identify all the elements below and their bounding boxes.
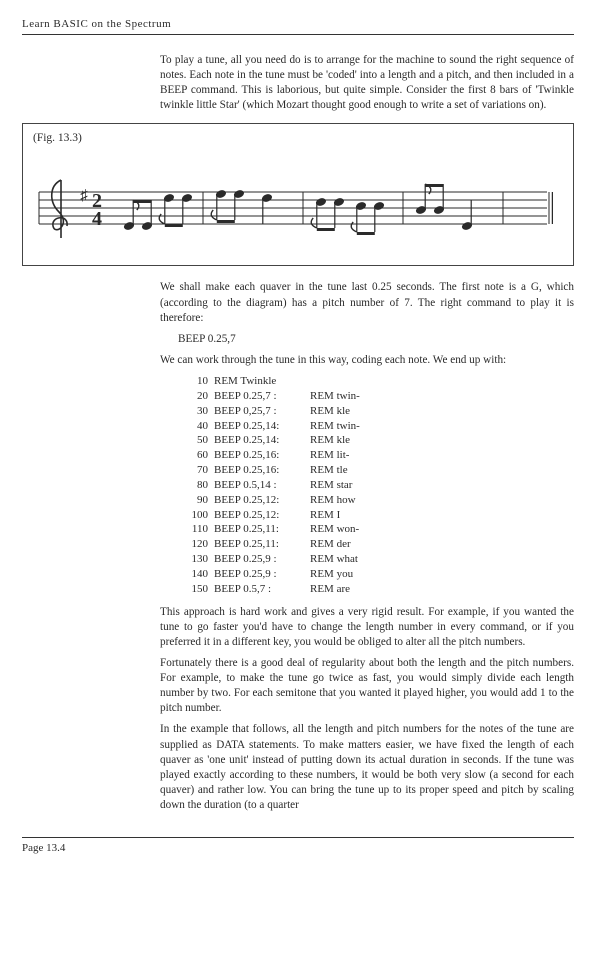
code-remark: REM twin- — [310, 389, 574, 404]
page: Learn BASIC on the Spectrum To play a tu… — [0, 0, 600, 953]
code-line-number: 60 — [180, 448, 214, 463]
code-remark: REM what — [310, 552, 574, 567]
figure-box: (Fig. 13.3) ♯24 — [22, 123, 574, 266]
code-line-number: 100 — [180, 508, 214, 523]
music-staff: ♯24 — [29, 150, 567, 255]
code-statement: REM Twinkle — [214, 374, 310, 389]
para-quaver: We shall make each quaver in the tune la… — [160, 280, 574, 325]
code-remark: REM tle — [310, 463, 574, 478]
intro-paragraph: To play a tune, all you need do is to ar… — [160, 53, 574, 113]
code-remark: REM won- — [310, 522, 574, 537]
code-remark: REM how — [310, 493, 574, 508]
code-statement: BEEP 0.25,14: — [214, 433, 310, 448]
code-remark — [310, 374, 574, 389]
code-line-number: 20 — [180, 389, 214, 404]
svg-text:♯: ♯ — [80, 188, 88, 204]
code-remark: REM kle — [310, 404, 574, 419]
code-row: 30BEEP 0,25,7 :REM kle — [180, 404, 574, 419]
code-listing: 10REM Twinkle20BEEP 0.25,7 :REM twin-30B… — [180, 374, 574, 597]
para-data-statements: In the example that follows, all the len… — [160, 722, 574, 813]
code-line-number: 70 — [180, 463, 214, 478]
code-line-number: 30 — [180, 404, 214, 419]
code-line-number: 120 — [180, 537, 214, 552]
figure-label: (Fig. 13.3) — [33, 132, 567, 144]
code-row: 110BEEP 0.25,11:REM won- — [180, 522, 574, 537]
code-line-number: 130 — [180, 552, 214, 567]
intro-block: To play a tune, all you need do is to ar… — [160, 53, 574, 113]
code-line-number: 40 — [180, 419, 214, 434]
code-row: 90BEEP 0.25,12:REM how — [180, 493, 574, 508]
after-figure-block: We shall make each quaver in the tune la… — [160, 280, 574, 813]
code-row: 10REM Twinkle — [180, 374, 574, 389]
code-remark: REM star — [310, 478, 574, 493]
code-row: 70BEEP 0.25,16:REM tle — [180, 463, 574, 478]
code-row: 40BEEP 0.25,14:REM twin- — [180, 419, 574, 434]
svg-text:4: 4 — [92, 208, 102, 230]
para-regularity: Fortunately there is a good deal of regu… — [160, 656, 574, 716]
code-statement: BEEP 0.25,11: — [214, 537, 310, 552]
code-row: 100BEEP 0.25,12:REM I — [180, 508, 574, 523]
running-head: Learn BASIC on the Spectrum — [22, 18, 574, 32]
code-statement: BEEP 0.5,7 : — [214, 582, 310, 597]
beep-command: BEEP 0.25,7 — [178, 332, 574, 347]
code-remark: REM lit- — [310, 448, 574, 463]
code-statement: BEEP 0.5,14 : — [214, 478, 310, 493]
code-line-number: 90 — [180, 493, 214, 508]
page-number: Page 13.4 — [22, 842, 574, 854]
para-workthrough: We can work through the tune in this way… — [160, 353, 574, 368]
code-row: 50BEEP 0.25,14:REM kle — [180, 433, 574, 448]
code-remark: REM kle — [310, 433, 574, 448]
code-statement: BEEP 0.25,16: — [214, 448, 310, 463]
code-statement: BEEP 0.25,12: — [214, 493, 310, 508]
code-line-number: 150 — [180, 582, 214, 597]
header-rule — [22, 34, 574, 35]
code-line-number: 50 — [180, 433, 214, 448]
code-line-number: 10 — [180, 374, 214, 389]
para-rigid: This approach is hard work and gives a v… — [160, 605, 574, 650]
code-line-number: 80 — [180, 478, 214, 493]
code-statement: BEEP 0,25,7 : — [214, 404, 310, 419]
code-line-number: 110 — [180, 522, 214, 537]
code-remark: REM you — [310, 567, 574, 582]
code-row: 80BEEP 0.5,14 :REM star — [180, 478, 574, 493]
code-statement: BEEP 0.25,16: — [214, 463, 310, 478]
code-remark: REM I — [310, 508, 574, 523]
code-remark: REM are — [310, 582, 574, 597]
code-row: 130BEEP 0.25,9 :REM what — [180, 552, 574, 567]
code-row: 120BEEP 0.25,11:REM der — [180, 537, 574, 552]
code-remark: REM twin- — [310, 419, 574, 434]
code-row: 60BEEP 0.25,16:REM lit- — [180, 448, 574, 463]
code-statement: BEEP 0.25,11: — [214, 522, 310, 537]
code-line-number: 140 — [180, 567, 214, 582]
code-statement: BEEP 0.25,9 : — [214, 567, 310, 582]
code-statement: BEEP 0.25,7 : — [214, 389, 310, 404]
footer-rule — [22, 837, 574, 838]
code-statement: BEEP 0.25,9 : — [214, 552, 310, 567]
code-row: 150BEEP 0.5,7 :REM are — [180, 582, 574, 597]
code-statement: BEEP 0.25,12: — [214, 508, 310, 523]
staff-svg: ♯24 — [33, 150, 553, 250]
code-row: 20BEEP 0.25,7 :REM twin- — [180, 389, 574, 404]
code-remark: REM der — [310, 537, 574, 552]
code-statement: BEEP 0.25,14: — [214, 419, 310, 434]
code-row: 140BEEP 0.25,9 :REM you — [180, 567, 574, 582]
